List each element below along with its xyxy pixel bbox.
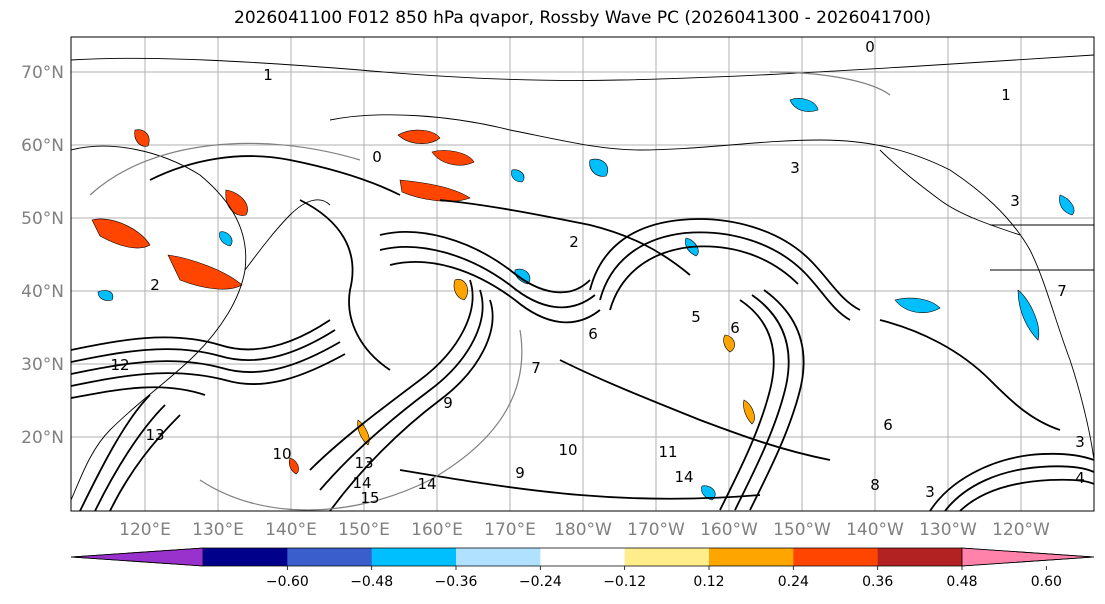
- colorbar-swatch: [456, 548, 541, 566]
- colorbar-tick-label: 0.60: [1031, 574, 1062, 590]
- contour-value-label: 7: [1057, 282, 1067, 300]
- contour-value-label: 1: [263, 66, 273, 84]
- contour-value-label: 0: [865, 38, 875, 56]
- lon-label: 120°W: [992, 520, 1050, 540]
- colorbar-tick-label: 0.48: [946, 574, 977, 590]
- colorbar-min-extend: [70, 547, 204, 567]
- lat-label: 20°N: [21, 428, 64, 448]
- contour-value-label: 3: [1010, 192, 1020, 210]
- lon-label: 170°W: [627, 520, 685, 540]
- colorbar-tick-label: 0.36: [862, 574, 893, 590]
- colorbar-tick-label: 0.12: [693, 574, 724, 590]
- coastlines: [71, 54, 1094, 501]
- colorbar-tick-label: −0.12: [603, 574, 646, 590]
- colorbar: −0.60 −0.48 −0.36 −0.24 −0.12 0.12 0.24 0.36 0.4…: [70, 547, 1095, 590]
- colorbar-swatch: [371, 548, 457, 566]
- contour-value-label: 10: [272, 445, 291, 463]
- contour-value-label: 6: [883, 416, 893, 434]
- contour-value-label: 9: [443, 394, 453, 412]
- lon-label: 130°W: [919, 520, 977, 540]
- contour-value-label: 10: [558, 441, 577, 459]
- colorbar-swatch: [793, 548, 879, 566]
- lat-label: 70°N: [21, 63, 64, 83]
- colorbar-tick-label: −0.60: [266, 574, 309, 590]
- lat-label: 50°N: [21, 209, 64, 229]
- contour-value-label: 14: [352, 474, 371, 492]
- reference-arcs: [89, 71, 891, 511]
- contour-value-label: 5: [691, 308, 701, 326]
- colorbar-tick-label: −0.48: [350, 574, 393, 590]
- contour-value-label: 2: [150, 276, 160, 294]
- contour-value-label: 8: [870, 476, 880, 494]
- contour-value-label: 6: [588, 325, 598, 343]
- lon-label: 160°W: [700, 520, 758, 540]
- colorbar-swatch: [624, 548, 710, 566]
- colorbar-swatch: [287, 548, 373, 566]
- colorbar-tick-label: −0.36: [435, 574, 478, 590]
- colorbar-swatch: [203, 548, 288, 566]
- contour-value-label: 0: [372, 148, 382, 166]
- contour-lines: [71, 155, 1094, 511]
- lon-label: 140°E: [265, 520, 317, 540]
- lat-label: 40°N: [21, 282, 64, 302]
- contour-value-label: 3: [1075, 433, 1085, 451]
- colorbar-swatch: [877, 548, 963, 566]
- lat-label: 30°N: [21, 355, 64, 375]
- contour-value-label: 13: [354, 454, 373, 472]
- lon-label: 160°E: [411, 520, 463, 540]
- lon-label: 140°W: [846, 520, 904, 540]
- lon-label: 130°E: [192, 520, 244, 540]
- contour-value-label: 3: [790, 159, 800, 177]
- contour-value-label: 2: [569, 233, 579, 251]
- longitude-labels: 120°E 130°E 140°E 150°E 160°E 170°E 180°W 170°W…: [119, 520, 1050, 540]
- lon-label: 150°W: [773, 520, 831, 540]
- contour-value-label: 9: [515, 464, 525, 482]
- colorbar-tick-label: −0.24: [519, 574, 562, 590]
- map-title: 2026041100 F012 850 hPa qvapor, Rossby W…: [234, 8, 931, 28]
- contour-value-label: 3: [925, 483, 935, 501]
- map-frame: [70, 36, 1095, 512]
- contour-value-label: 14: [674, 468, 693, 486]
- lon-label: 180°W: [554, 520, 612, 540]
- colorbar-frame: [70, 547, 1095, 567]
- colorbar-max-extend: [961, 547, 1095, 567]
- lon-label: 120°E: [119, 520, 171, 540]
- contour-value-label: 11: [658, 443, 677, 461]
- contour-value-label: 6: [730, 319, 740, 337]
- contour-value-label: 7: [531, 359, 541, 377]
- colorbar-swatch: [540, 548, 626, 566]
- colorbar-tick-label: 0.24: [778, 574, 809, 590]
- contour-value-label: 4: [1075, 469, 1085, 487]
- contour-value-label: 15: [360, 489, 379, 507]
- contour-value-label: 1: [1001, 86, 1011, 104]
- lat-label: 60°N: [21, 136, 64, 156]
- colorbar-swatch: [709, 548, 794, 566]
- contour-value-label: 14: [417, 475, 436, 493]
- contour-value-label: 13: [145, 426, 164, 444]
- lon-label: 170°E: [484, 520, 536, 540]
- lon-label: 150°E: [338, 520, 390, 540]
- latitude-labels: 70°N 60°N 50°N 40°N 30°N 20°N: [21, 63, 64, 448]
- contour-value-label: 12: [110, 356, 129, 374]
